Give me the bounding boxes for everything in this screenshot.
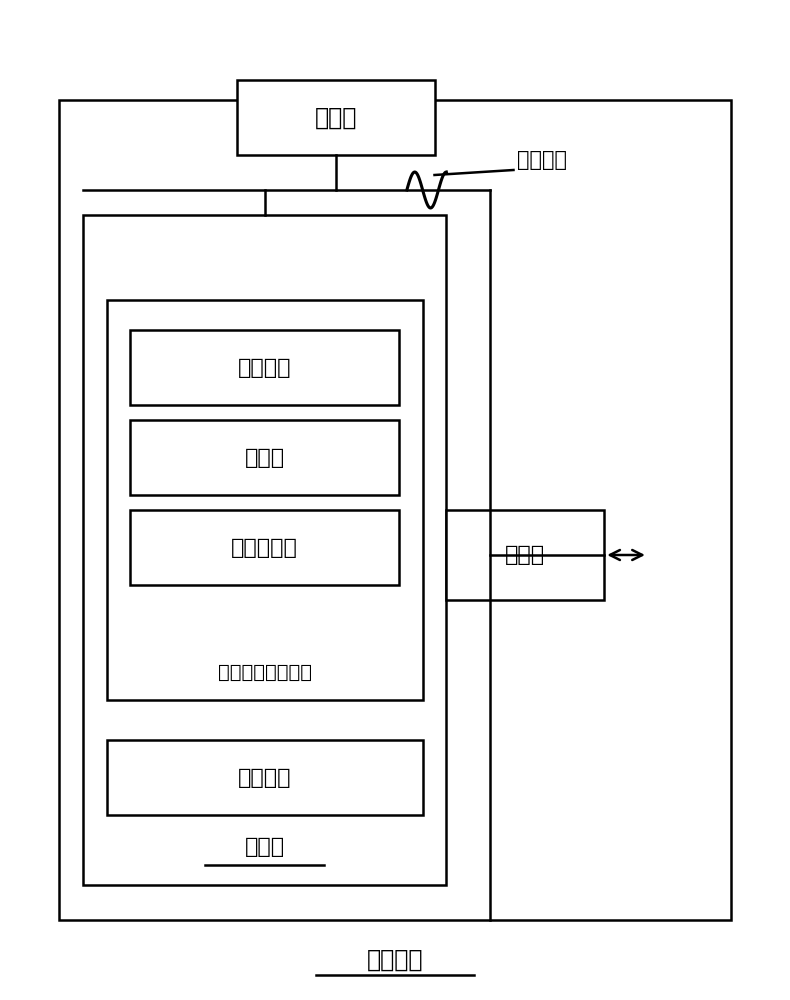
Text: 显示屏: 显示屏 [506, 545, 545, 565]
Text: 非易失性存储介质: 非易失性存储介质 [218, 662, 311, 682]
Text: 系统总线: 系统总线 [517, 150, 567, 170]
Text: 电子设备: 电子设备 [367, 948, 423, 972]
Text: 数据库: 数据库 [245, 448, 284, 468]
Text: 存储器: 存储器 [245, 837, 284, 857]
Text: 内存储器: 内存储器 [238, 768, 292, 788]
Bar [446, 510, 604, 600]
Bar [83, 215, 446, 885]
Bar [130, 330, 399, 405]
Bar [237, 80, 435, 155]
Bar [107, 300, 423, 700]
Text: 操作系统: 操作系统 [238, 358, 292, 377]
Bar [59, 100, 731, 920]
Text: 处理器: 处理器 [314, 105, 357, 129]
Text: 计算机程序: 计算机程序 [231, 538, 298, 558]
Bar [107, 740, 423, 815]
Bar [130, 510, 399, 585]
Bar [130, 420, 399, 495]
